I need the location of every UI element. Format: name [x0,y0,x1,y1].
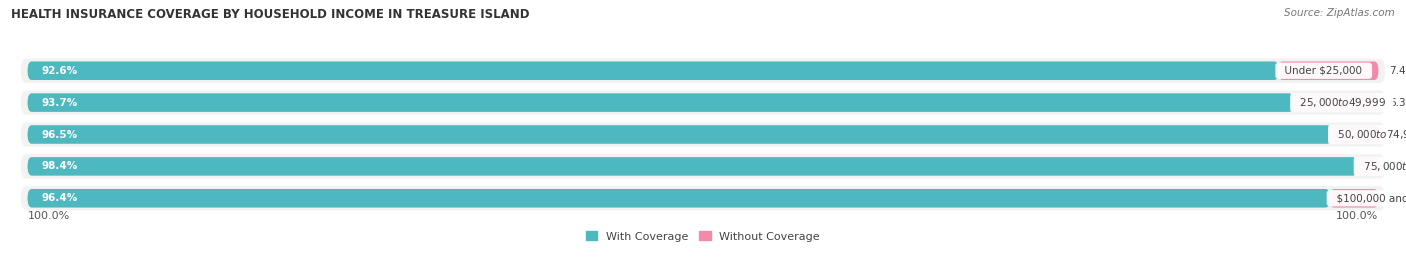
Text: 100.0%: 100.0% [28,211,70,221]
Text: $25,000 to $49,999: $25,000 to $49,999 [1294,96,1391,109]
FancyBboxPatch shape [28,157,1378,176]
FancyBboxPatch shape [28,125,1331,144]
FancyBboxPatch shape [28,157,1357,176]
FancyBboxPatch shape [1294,93,1378,112]
FancyBboxPatch shape [28,93,1294,112]
Text: 7.4%: 7.4% [1389,66,1406,76]
Text: 1.7%: 1.7% [1391,161,1406,171]
FancyBboxPatch shape [28,93,1378,112]
FancyBboxPatch shape [21,154,1385,179]
FancyBboxPatch shape [28,189,1378,207]
Text: $100,000 and over: $100,000 and over [1330,193,1406,203]
Text: 6.3%: 6.3% [1389,98,1406,108]
FancyBboxPatch shape [1331,125,1379,144]
FancyBboxPatch shape [21,90,1385,115]
Text: Source: ZipAtlas.com: Source: ZipAtlas.com [1284,8,1395,18]
FancyBboxPatch shape [28,62,1278,80]
Text: 100.0%: 100.0% [1336,211,1378,221]
Text: 98.4%: 98.4% [41,161,77,171]
Text: 3.6%: 3.6% [1391,129,1406,140]
FancyBboxPatch shape [21,122,1385,147]
FancyBboxPatch shape [28,62,1378,80]
Text: $50,000 to $74,999: $50,000 to $74,999 [1331,128,1406,141]
FancyBboxPatch shape [21,59,1385,83]
Text: 93.7%: 93.7% [41,98,77,108]
Text: 96.4%: 96.4% [41,193,77,203]
Legend: With Coverage, Without Coverage: With Coverage, Without Coverage [582,227,824,246]
FancyBboxPatch shape [1357,157,1379,176]
Text: 92.6%: 92.6% [41,66,77,76]
FancyBboxPatch shape [1330,189,1378,207]
Text: HEALTH INSURANCE COVERAGE BY HOUSEHOLD INCOME IN TREASURE ISLAND: HEALTH INSURANCE COVERAGE BY HOUSEHOLD I… [11,8,530,21]
Text: $75,000 to $99,999: $75,000 to $99,999 [1357,160,1406,173]
FancyBboxPatch shape [21,186,1385,210]
Text: Under $25,000: Under $25,000 [1278,66,1369,76]
Text: 96.5%: 96.5% [41,129,77,140]
FancyBboxPatch shape [1278,62,1378,80]
Text: 3.6%: 3.6% [1389,193,1406,203]
FancyBboxPatch shape [28,125,1378,144]
FancyBboxPatch shape [28,189,1330,207]
